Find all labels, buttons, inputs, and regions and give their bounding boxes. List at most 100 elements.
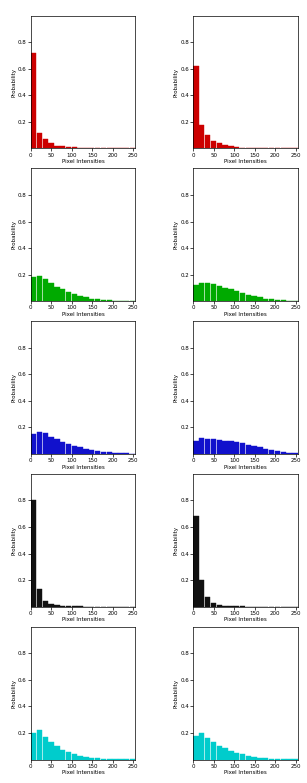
Y-axis label: Probability: Probability [11,373,16,402]
Bar [292,453,297,454]
Bar [37,432,42,454]
Bar [205,738,210,760]
Bar [240,443,245,454]
Bar [37,276,42,301]
Bar [95,299,100,301]
Text: (a): (a) [74,189,93,202]
Bar [49,604,54,607]
Bar [222,606,228,607]
X-axis label: Pixel Intensities: Pixel Intensities [62,159,104,164]
Bar [31,733,36,760]
Bar [216,440,222,454]
Bar [199,438,204,454]
Bar [54,439,60,454]
Bar [269,299,274,301]
Bar [222,749,228,760]
X-axis label: Pixel Intensities: Pixel Intensities [62,770,104,775]
Bar [72,294,77,301]
Bar [211,604,216,607]
Bar [205,283,210,301]
Bar [72,446,77,454]
Bar [83,449,89,454]
Bar [251,446,257,454]
Bar [66,292,71,301]
Text: (e): (e) [74,494,93,508]
Bar [216,143,222,149]
Bar [205,135,210,149]
Y-axis label: Probability: Probability [11,220,16,249]
Bar [49,742,54,760]
Bar [43,139,48,149]
Bar [77,447,83,454]
Text: (g): (g) [73,647,93,661]
X-axis label: Pixel Intensities: Pixel Intensities [224,464,267,470]
Bar [77,756,83,760]
Y-axis label: Probability: Probability [174,373,179,402]
Bar [43,279,48,301]
Bar [89,298,95,301]
Bar [228,289,234,301]
Bar [222,441,228,454]
Bar [43,601,48,607]
Text: (f): (f) [238,494,253,508]
Bar [89,450,95,454]
Bar [199,733,204,760]
Bar [49,437,54,454]
Y-axis label: Probability: Probability [11,679,16,708]
Bar [234,291,239,301]
Bar [60,606,65,607]
Bar [193,517,199,607]
Bar [246,756,251,760]
Y-axis label: Probability: Probability [174,67,179,96]
X-axis label: Pixel Intensities: Pixel Intensities [224,770,267,775]
Bar [228,146,234,149]
Bar [246,294,251,301]
Bar [234,753,239,760]
Bar [193,285,199,301]
Bar [193,441,199,454]
Bar [240,294,245,301]
Bar [60,146,65,149]
Bar [66,444,71,454]
Text: (h): (h) [235,647,255,661]
Y-axis label: Probability: Probability [11,526,16,555]
Bar [199,283,204,301]
Bar [72,147,77,149]
Bar [286,453,292,454]
Bar [31,500,36,607]
Bar [275,451,280,454]
Bar [49,283,54,301]
Bar [54,605,60,607]
Bar [269,450,274,454]
Bar [31,434,36,454]
Bar [72,754,77,760]
Bar [228,751,234,760]
Bar [43,737,48,760]
Bar [257,758,263,760]
Bar [263,758,268,760]
Text: (c): (c) [74,341,92,355]
X-axis label: Pixel Intensities: Pixel Intensities [62,464,104,470]
Bar [43,434,48,454]
Bar [101,759,106,760]
Bar [246,445,251,454]
Bar [222,288,228,301]
Bar [281,452,286,454]
Bar [101,452,106,454]
Bar [205,438,210,454]
Bar [95,758,100,760]
X-axis label: Pixel Intensities: Pixel Intensities [224,312,267,317]
Text: (d): (d) [235,341,255,355]
Bar [199,580,204,607]
Y-axis label: Probability: Probability [11,67,16,96]
Bar [54,287,60,301]
Bar [66,752,71,760]
Bar [89,758,95,760]
Bar [31,277,36,301]
Bar [37,731,42,760]
Bar [60,442,65,454]
Bar [83,757,89,760]
Bar [240,147,245,149]
Bar [251,757,257,760]
Y-axis label: Probability: Probability [174,526,179,555]
